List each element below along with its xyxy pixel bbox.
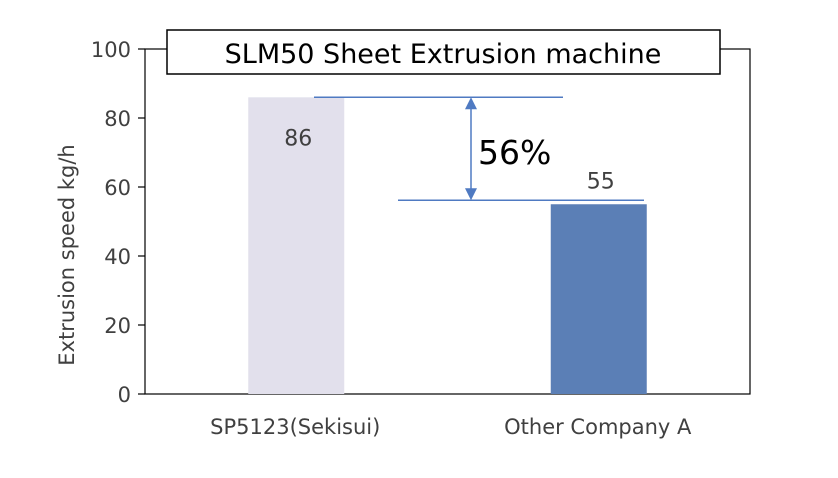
plot-frame — [144, 48, 751, 395]
arrow-down-icon — [465, 188, 477, 201]
y-tick-label: 80 — [104, 107, 131, 131]
axes-layer: 0 20 40 60 80 100 SP5123(Sekisui) Other Company… — [91, 38, 751, 439]
bar — [550, 204, 647, 394]
bars-layer: 86 55 — [248, 97, 647, 395]
bar-value-label: 55 — [587, 169, 615, 194]
bar-value-label: 86 — [284, 126, 312, 151]
y-tick-label: 100 — [91, 38, 131, 62]
x-category-label: Other Company A — [504, 415, 692, 439]
y-axis-title: Extrusion speed kg/h — [55, 144, 79, 365]
y-tick-label: 60 — [104, 176, 131, 200]
annotation-percent-label: 56% — [478, 133, 551, 172]
y-tick-label: 40 — [104, 245, 131, 269]
annotation-layer: 56% — [314, 96, 644, 201]
y-tick-label: 20 — [104, 314, 131, 338]
chart-title-box — [166, 29, 721, 75]
bar — [248, 97, 345, 395]
y-tick-label: 0 — [118, 383, 131, 407]
chart-title: SLM50 Sheet Extrusion machine — [225, 39, 662, 70]
x-category-label: SP5123(Sekisui) — [210, 415, 380, 439]
arrow-up-icon — [465, 97, 477, 110]
title-layer: SLM50 Sheet Extrusion machine — [166, 29, 721, 75]
